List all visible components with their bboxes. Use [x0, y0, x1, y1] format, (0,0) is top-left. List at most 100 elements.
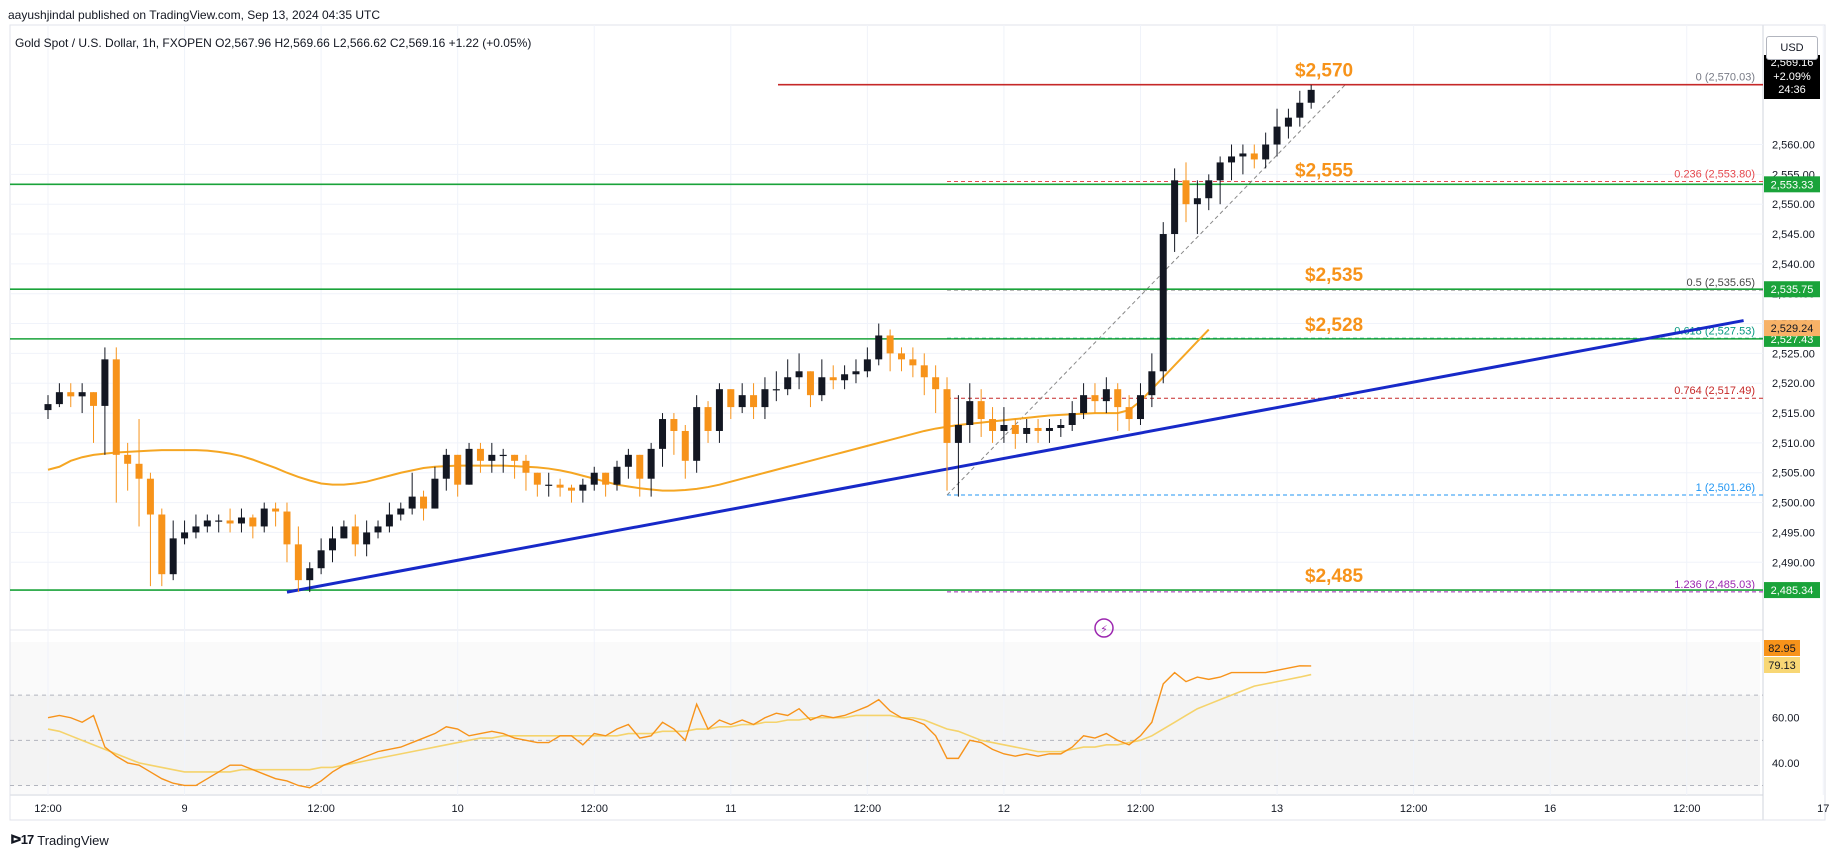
- candle-body: [181, 532, 189, 539]
- candle-body: [317, 550, 325, 569]
- currency-button[interactable]: USD: [1766, 36, 1818, 60]
- candle-body: [135, 463, 143, 479]
- candle-body: [602, 472, 610, 485]
- candle-body: [1000, 425, 1008, 431]
- candle-body: [681, 430, 689, 461]
- level-price-label: $2,528: [1305, 315, 1363, 336]
- x-tick-label: 10: [452, 803, 464, 815]
- candle-body: [693, 407, 701, 461]
- candle-body: [1057, 425, 1065, 428]
- fib-level-label: 0 (2,570.03): [1696, 72, 1755, 84]
- candle-body: [772, 389, 780, 391]
- rsi-signal-line: [47, 673, 1312, 773]
- y-tick-label: 2,545.00: [1772, 229, 1815, 241]
- x-tick-label: 16: [1544, 803, 1556, 815]
- candle-body: [1034, 427, 1042, 431]
- x-tick-label: 12:00: [1400, 803, 1428, 815]
- candle-body: [1262, 144, 1270, 160]
- level-price-label: $2,535: [1305, 265, 1364, 286]
- rsi-value-badge: [1764, 640, 1800, 656]
- candle-body: [1148, 371, 1156, 396]
- candle-body: [932, 377, 940, 390]
- candle-body: [898, 353, 905, 360]
- rsi-line: [47, 665, 1312, 789]
- candle-body: [294, 544, 302, 581]
- candle-body: [44, 404, 52, 411]
- x-tick-label: 12:00: [1673, 803, 1701, 815]
- level-axis-badge: [1764, 582, 1820, 599]
- candle-body: [784, 377, 792, 390]
- candle-body: [1011, 425, 1019, 434]
- candle-body: [408, 496, 416, 509]
- ma-axis-label: 2,529.24: [1771, 323, 1814, 335]
- level-axis-label: 2,485.34: [1771, 585, 1814, 597]
- candle-body: [476, 448, 484, 461]
- y-tick-label: 2,495.00: [1772, 527, 1815, 539]
- candle-body: [1080, 395, 1088, 414]
- candle-body: [420, 496, 428, 509]
- fib-level-label: 0.236 (2,553.80): [1674, 169, 1755, 181]
- fib-level-label: 0.5 (2,535.65): [1687, 277, 1756, 289]
- candle-body: [920, 365, 928, 378]
- rsi-signal-badge: [1764, 657, 1800, 673]
- candle-body: [1091, 395, 1099, 402]
- candle-body: [556, 484, 564, 488]
- level-price-label: $2,555: [1295, 160, 1354, 181]
- y-tick-label: 2,520.00: [1772, 378, 1815, 390]
- candle-body: [579, 484, 587, 491]
- candle-body: [806, 371, 814, 396]
- candle-body: [226, 520, 234, 524]
- candle-body: [1159, 234, 1167, 372]
- candle-body: [1205, 180, 1213, 199]
- candle-body: [863, 359, 871, 372]
- level-axis-label: 2,553.33: [1771, 179, 1814, 191]
- candle-body: [1216, 162, 1224, 181]
- symbol-ohlc-line[interactable]: Gold Spot / U.S. Dollar, 1h, FXOPEN O2,5…: [15, 36, 532, 50]
- candle-body: [237, 517, 245, 524]
- candle-body: [363, 532, 371, 545]
- candle-body: [55, 392, 63, 405]
- last-price-value: 2,569.16: [1771, 57, 1814, 69]
- level-axis-badge: [1764, 281, 1820, 298]
- candle-body: [351, 526, 359, 545]
- rsi-y-tick-label: 60.00: [1772, 713, 1800, 725]
- publisher-line: aayushjindal published on TradingView.co…: [8, 8, 381, 22]
- y-tick-label: 2,560.00: [1772, 140, 1815, 152]
- candle-body: [101, 359, 109, 406]
- y-tick-label: 2,510.00: [1772, 438, 1815, 450]
- candle-body: [567, 487, 575, 491]
- candle-body: [1296, 102, 1304, 118]
- candle-body: [78, 392, 86, 397]
- candle-body: [704, 407, 712, 431]
- trend-line: [286, 319, 1744, 594]
- x-tick-label: 12:00: [1127, 803, 1155, 815]
- candle-body: [90, 392, 98, 406]
- level-axis-badge: [1764, 176, 1820, 193]
- candle-body: [203, 520, 211, 527]
- candle-body: [886, 335, 894, 354]
- candle-body: [977, 401, 985, 420]
- candle-body: [1045, 427, 1053, 431]
- candle-body: [488, 454, 496, 461]
- candle-body: [1228, 156, 1236, 163]
- candle-body: [260, 508, 268, 527]
- candle-body: [795, 371, 803, 378]
- candle-body: [192, 526, 200, 533]
- bar-countdown: 24:36: [1778, 84, 1806, 96]
- candle-body: [431, 478, 439, 509]
- candle-body: [875, 335, 883, 360]
- candle-body: [1273, 126, 1281, 145]
- fib-anchor-line: [946, 84, 1346, 496]
- level-axis-label: 2,535.75: [1771, 284, 1814, 296]
- candle-body: [169, 538, 177, 575]
- lightning-event-icon: [1094, 618, 1114, 638]
- x-tick-label: 12:00: [307, 803, 335, 815]
- candle-body: [1239, 153, 1247, 157]
- candle-body: [340, 526, 348, 539]
- candle-body: [1023, 427, 1031, 434]
- candle-body: [249, 517, 257, 527]
- x-tick-label: 17: [1817, 803, 1829, 815]
- rsi-signal-label: 79.13: [1768, 660, 1796, 672]
